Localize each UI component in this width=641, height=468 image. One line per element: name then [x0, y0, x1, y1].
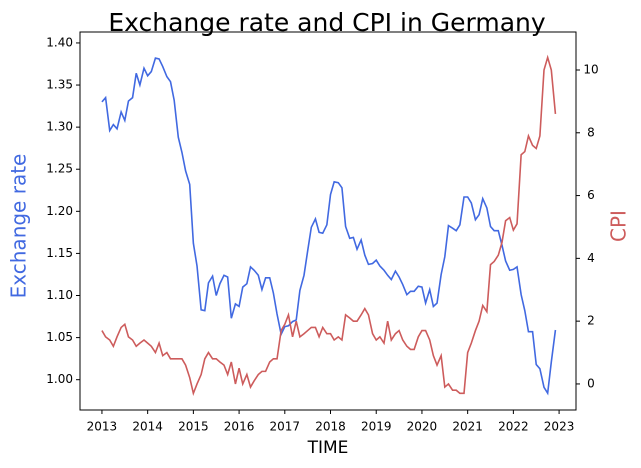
- x-tick-label: 2019: [361, 420, 392, 434]
- x-tick-label: 2020: [407, 420, 438, 434]
- chart-title: Exchange rate and CPI in Germany: [108, 8, 546, 37]
- y2-tick-label: 6: [587, 188, 595, 202]
- x-tick-label: 2021: [452, 420, 483, 434]
- x-axis-label: TIME: [307, 438, 349, 458]
- x-tick-label: 2018: [315, 420, 346, 434]
- x-tick-label: 2015: [178, 420, 209, 434]
- y2-tick-label: 0: [587, 376, 595, 390]
- y-tick-label: 1.05: [46, 330, 73, 344]
- y-tick-label: 1.35: [46, 78, 73, 92]
- y2-axis-label: CPI: [607, 210, 631, 242]
- y2-tick-label: 2: [587, 314, 595, 328]
- y-tick-label: 1.00: [46, 372, 73, 386]
- y-tick-label: 1.10: [46, 288, 73, 302]
- x-tick-label: 2016: [224, 420, 255, 434]
- y-tick-label: 1.25: [46, 162, 73, 176]
- series-line: [101, 54, 557, 397]
- x-tick-label: 2022: [498, 420, 529, 434]
- series-line: [101, 57, 557, 396]
- y-tick-label: 1.20: [46, 204, 73, 218]
- y-axis-label: Exchange rate: [7, 154, 31, 299]
- x-tick-label: 2014: [132, 420, 163, 434]
- x-tick-label: 2017: [270, 420, 301, 434]
- y2-tick-label: 4: [587, 251, 595, 265]
- y-tick-label: 1.40: [46, 35, 73, 49]
- y-tick-label: 1.30: [46, 120, 73, 134]
- x-tick-label: 2013: [87, 420, 118, 434]
- x-tick-label: 2023: [544, 420, 575, 434]
- plot-frame: [79, 31, 577, 411]
- y2-tick-label: 10: [583, 62, 598, 76]
- y-tick-label: 1.15: [46, 246, 73, 260]
- y2-tick-label: 8: [587, 125, 595, 139]
